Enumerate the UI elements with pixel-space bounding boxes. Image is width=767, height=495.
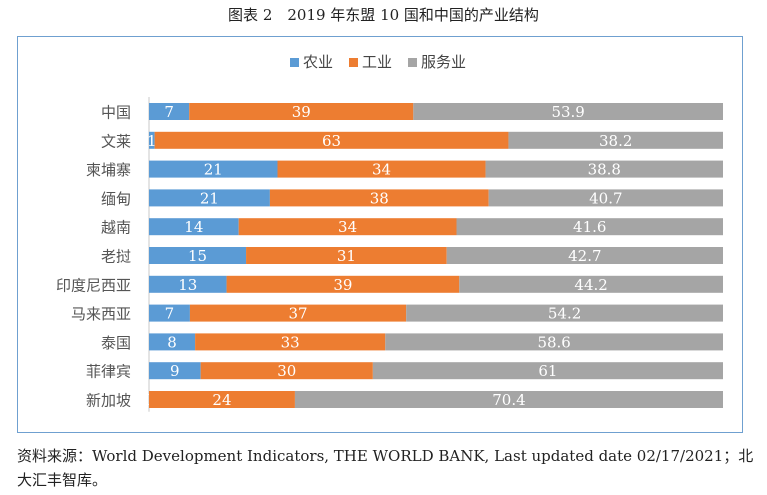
data-label: 53.9 — [551, 103, 584, 121]
data-label: 54.2 — [548, 305, 581, 323]
data-label: 34 — [372, 161, 391, 179]
bar-segment — [456, 218, 723, 236]
bar-segment — [446, 247, 723, 264]
data-label: 31 — [337, 247, 356, 265]
data-label: 13 — [178, 276, 197, 294]
bar-segment — [149, 333, 196, 351]
data-label: 42.7 — [568, 247, 601, 265]
legend-label-2: 服务业 — [421, 53, 466, 71]
data-label: 7 — [165, 305, 175, 323]
data-label: 38 — [370, 189, 389, 207]
data-label: 41.6 — [573, 218, 606, 236]
data-label: 38.8 — [588, 161, 621, 179]
bar-segment — [413, 103, 723, 120]
data-label: 44.2 — [574, 276, 607, 294]
bar-segment — [149, 218, 239, 236]
legend-swatch-1 — [349, 58, 358, 67]
category-label: 文莱 — [101, 132, 131, 150]
category-label: 泰国 — [101, 334, 131, 352]
bar-segment — [149, 103, 190, 120]
bar-segment — [189, 304, 407, 322]
data-label: 39 — [292, 103, 311, 121]
source-note: 资料来源：World Development Indicators, THE W… — [17, 447, 754, 489]
bar-segment — [294, 391, 723, 408]
bar-segment — [189, 103, 414, 120]
data-label: 37 — [289, 305, 308, 323]
legend: 农业 工业 服务业 — [290, 53, 466, 71]
data-label: 24 — [212, 391, 231, 409]
bar-segment — [149, 391, 295, 408]
data-label: 21 — [200, 189, 219, 207]
data-label: 30 — [277, 362, 296, 380]
category-label: 缅甸 — [101, 190, 131, 208]
category-label: 中国 — [101, 104, 131, 122]
bar-segment — [385, 333, 723, 351]
bar-segment — [149, 247, 247, 264]
legend-label-0: 农业 — [303, 53, 333, 71]
data-label: 9 — [170, 362, 180, 380]
data-label: 58.6 — [537, 333, 570, 351]
data-label: 33 — [281, 333, 300, 351]
data-label: 70.4 — [492, 391, 525, 409]
bar-segment — [459, 275, 723, 293]
bar-segment — [238, 218, 457, 236]
data-label: 34 — [338, 218, 357, 236]
figure-title: 图表 2 2019 年东盟 10 国和中国的产业结构 — [228, 6, 539, 24]
bar-segment — [149, 131, 155, 149]
bar-segment — [149, 362, 201, 380]
legend-swatch-0 — [290, 58, 299, 67]
bar-segment — [149, 189, 270, 207]
data-label: 1 — [147, 132, 157, 150]
category-label: 越南 — [101, 219, 131, 237]
data-label: 7 — [164, 103, 174, 121]
bar-segment — [277, 160, 486, 178]
bar-segment — [246, 247, 447, 264]
category-label: 马来西亚 — [71, 305, 131, 323]
data-label: 15 — [188, 247, 207, 265]
data-label: 21 — [204, 161, 223, 179]
data-label: 14 — [184, 218, 203, 236]
bar-segment — [488, 189, 723, 207]
chart-container: 农业 工业 服务业中国 7 39 53.9 文莱 1 63 38.2 柬埔寨 21 34 38.8 缅甸 21… — [17, 36, 743, 433]
bar-segment — [149, 275, 227, 293]
data-label: 38.2 — [599, 132, 632, 150]
category-label: 新加坡 — [86, 392, 131, 410]
category-label: 菲律宾 — [86, 363, 131, 381]
data-label: 8 — [167, 333, 177, 351]
legend-label-1: 工业 — [362, 53, 392, 71]
data-label: 39 — [333, 276, 352, 294]
category-label: 老挝 — [101, 248, 131, 266]
bar-segment — [149, 304, 190, 322]
bar-segment — [508, 131, 723, 149]
category-label: 柬埔寨 — [86, 161, 131, 179]
bar-segment — [149, 160, 278, 178]
bar-segment — [226, 275, 460, 293]
bar-segment — [154, 131, 509, 149]
bar-segment — [269, 189, 489, 207]
data-label: 40.7 — [589, 189, 622, 207]
bar-segment — [406, 304, 723, 322]
legend-swatch-2 — [408, 58, 417, 67]
data-label: 63 — [322, 132, 341, 150]
bar-segment — [372, 362, 723, 380]
bar-segment — [195, 333, 386, 351]
bar-segment — [200, 362, 373, 380]
data-label: 61 — [538, 362, 557, 380]
bar-segment — [485, 160, 723, 178]
category-label: 印度尼西亚 — [56, 276, 131, 294]
